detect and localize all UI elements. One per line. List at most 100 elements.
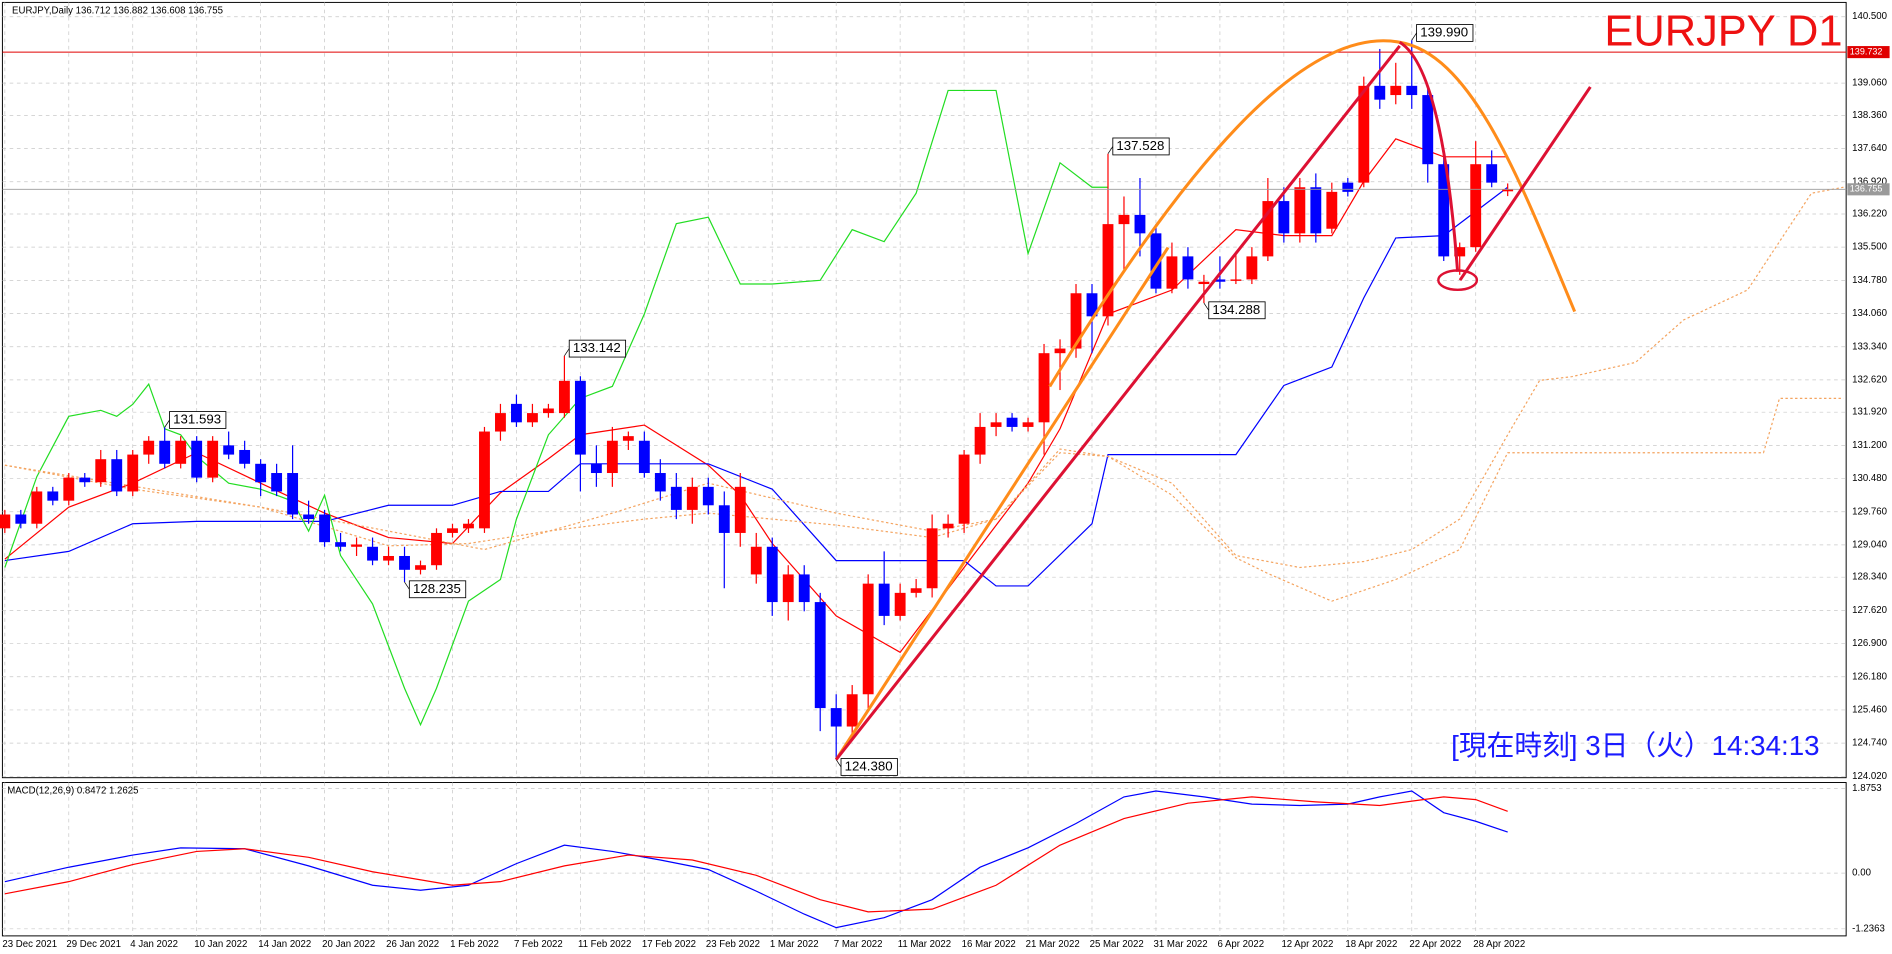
trend-line [834,246,1170,761]
annotation-leader [835,759,842,768]
y-tick-label: 125.460 [1852,704,1887,715]
x-tick-label: 17 Feb 2022 [642,939,696,950]
annotation-box [169,411,227,429]
candle-body [878,583,890,616]
annotation-label: 128.235 [413,581,461,596]
candle-body [1038,353,1050,423]
candle-body [255,463,267,483]
candle-body [1134,214,1146,234]
candle-body [143,440,155,455]
x-tick-label: 10 Jan 2022 [194,939,247,950]
candle-body [734,486,746,533]
macd-panel [1,782,1847,937]
candle-body [303,514,315,520]
ellipse [1437,269,1479,292]
y-tick-label: 129.760 [1852,506,1887,517]
x-tick-label: 26 Jan 2022 [386,939,439,950]
candle-body [1118,214,1130,225]
candle-body [63,477,75,501]
candle-body [1470,164,1482,248]
candle-body [1198,281,1210,285]
price-box [1847,46,1890,59]
header: EURJPY,Daily 136.712 136.882 136.608 136… [12,5,223,16]
candle-body [718,505,730,533]
candle-body [1454,247,1466,257]
candle-body [910,588,922,593]
y-tick-label: 127.620 [1852,605,1887,616]
candle-body [367,546,378,561]
candle-body [974,426,986,455]
candle-body [574,380,586,455]
candle-body [1486,164,1498,183]
y-tick-label: 136.220 [1852,209,1887,220]
candle-body [1086,293,1098,317]
x-tick-label: 11 Mar 2022 [898,939,951,950]
macd-line [4,790,1508,929]
candle-body [1070,293,1082,349]
arc [1048,39,1577,388]
annotation-leader [164,419,170,428]
price-box-label: 136.755 [1850,184,1883,194]
candle-body [1278,201,1290,234]
candle-body [431,532,442,566]
annotation-leader [1411,32,1417,41]
candle-body [511,403,522,423]
candle-body [1246,256,1258,280]
x-tick-label: 1 Mar 2022 [770,939,819,950]
candle-body [1422,95,1434,165]
y-tick-label: 137.640 [1852,143,1887,154]
x-tick-label: 23 Dec 2021 [2,939,57,950]
annotation-label: 133.142 [573,340,621,355]
candle-body [526,413,538,423]
x-tick-label: 28 Apr 2022 [1473,939,1525,950]
annotation-leader [564,348,570,357]
candle-body [782,574,794,603]
x-tick-label: 4 Jan 2022 [130,939,178,950]
candle-body [670,486,682,510]
annotation-box [568,339,627,358]
chart-title: EURJPY D1 [1604,7,1842,55]
annotation-leader [404,581,410,590]
candle-body [1182,256,1194,280]
trend-line [1458,86,1592,282]
x-tick-label: 23 Feb 2022 [706,939,760,950]
y-tick-label: 0.00 [1852,868,1871,879]
x-tick-label: 12 Apr 2022 [1281,939,1333,950]
candle-body [750,546,762,575]
candle-body [846,694,858,727]
candle-body [1342,182,1354,192]
y-tick-label: 139.060 [1852,78,1887,89]
clock: [現在時刻] 3日（火）14:34:13 [1451,730,1819,761]
price-box [1847,183,1890,196]
annotation-label: 124.380 [845,758,893,773]
x-tick-label: 6 Apr 2022 [1217,939,1264,950]
x-tick-label: 11 Feb 2022 [578,939,631,950]
y-tick-label: 130.480 [1852,473,1887,484]
candle-body [319,514,331,543]
y-tick-label: 136.920 [1852,176,1887,187]
candle-body [958,454,970,524]
candle-body [862,583,874,695]
y-tick-label: 126.180 [1852,671,1887,682]
candle-body [1262,201,1274,257]
candle-body [15,514,27,524]
candle-body [1438,164,1450,257]
y-tick-label: 133.340 [1852,341,1887,352]
annotation-leader [1203,302,1210,311]
candle-body [239,449,251,464]
candle-body [926,528,938,589]
x-tick-label: 31 Mar 2022 [1154,939,1208,950]
candle-body [1054,348,1066,354]
candle-body [1214,279,1226,282]
candle-body [686,486,698,510]
candle-body [383,555,394,561]
indicator-line [4,89,1108,727]
candle-body [175,440,187,464]
annotation-box [1112,137,1170,156]
candle-body [399,555,410,570]
y-tick-label: 132.620 [1852,374,1887,385]
candle-body [1390,85,1402,96]
annotation-label: 137.528 [1116,138,1164,153]
candle-body [1374,85,1386,100]
x-tick-label: 7 Feb 2022 [514,939,563,950]
